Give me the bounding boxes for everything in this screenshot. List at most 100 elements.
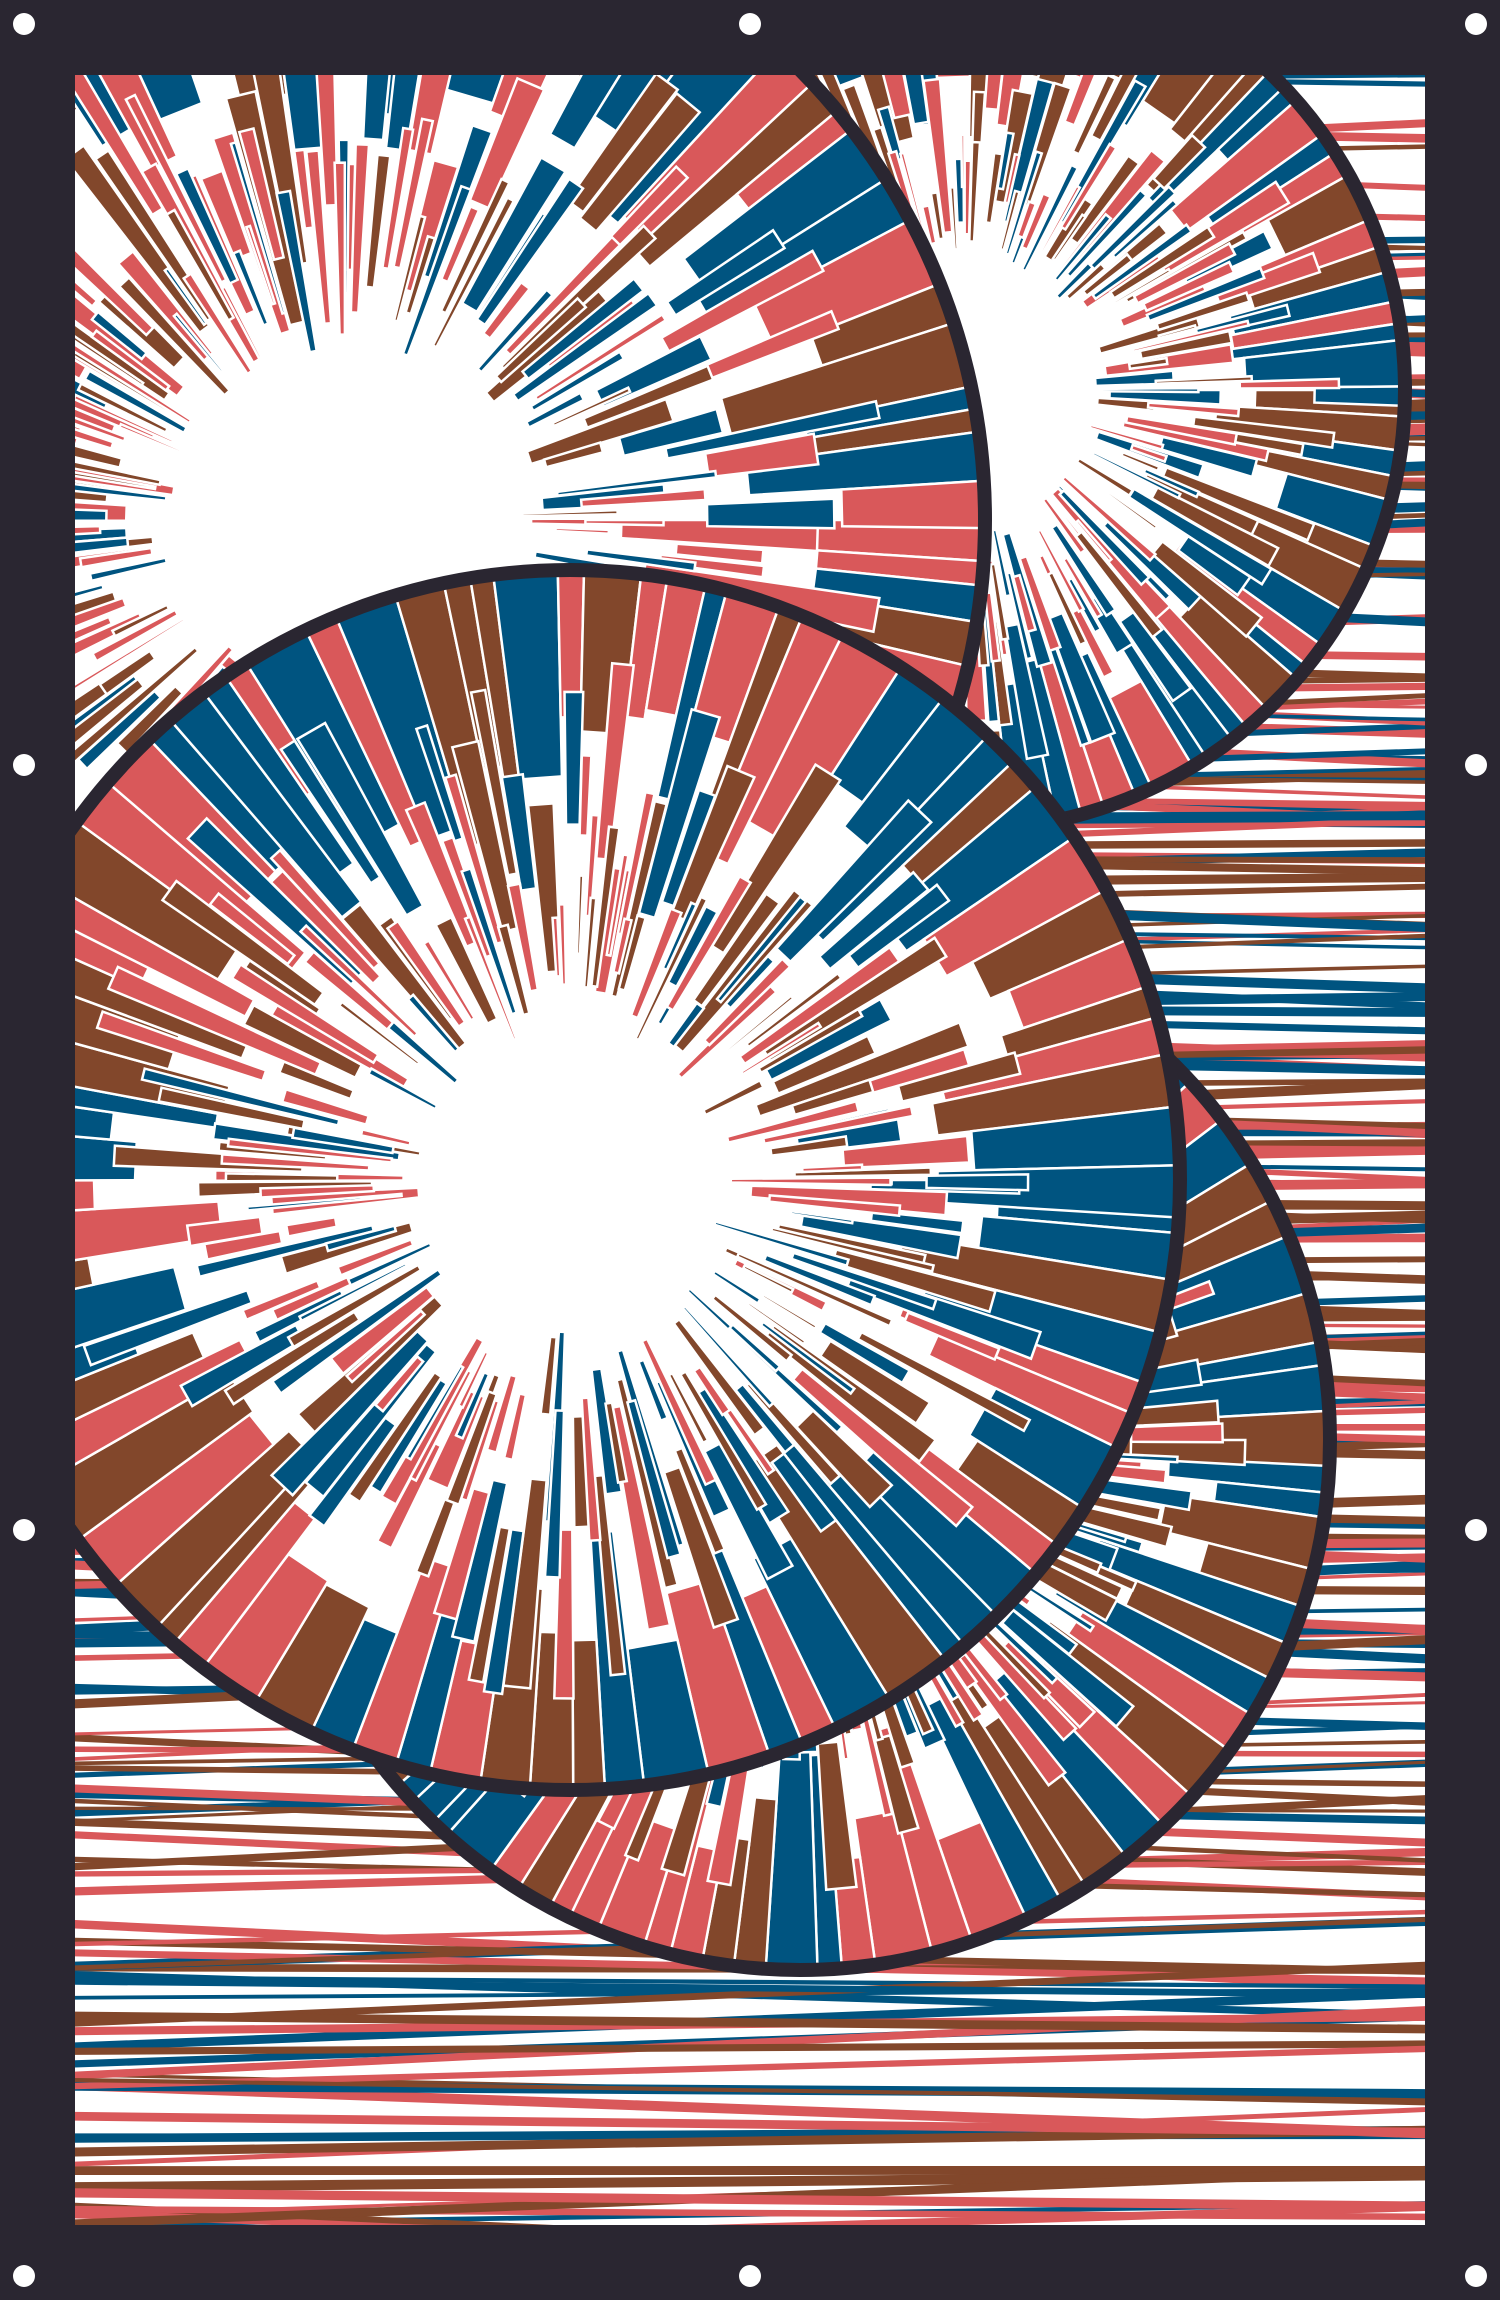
- radial-bar: [450, 1478, 509, 1644]
- radial-bar: [241, 1003, 364, 1080]
- radial-bar: [571, 1638, 608, 1790]
- radial-bar: [75, 215, 155, 337]
- radial-bar: [1051, 212, 1088, 263]
- radial-bar: [623, 570, 673, 721]
- radial-bar: [179, 1323, 306, 1408]
- radial-bar: [667, 1371, 710, 1445]
- radial-bar: [469, 688, 519, 877]
- radial-bar: [575, 874, 585, 956]
- radial-bar: [406, 993, 461, 1054]
- radial-bar: [1089, 75, 1146, 143]
- radial-bar: [75, 274, 89, 381]
- radial-bar: [195, 1223, 376, 1279]
- radial-bar: [340, 902, 468, 1053]
- radial-bar: [174, 166, 240, 286]
- radial-bar: [75, 524, 102, 541]
- radial-bar: [431, 195, 516, 349]
- background-stripe: [75, 2006, 1425, 2080]
- radial-bar: [770, 1451, 838, 1534]
- radial-bar: [707, 762, 843, 955]
- radial-bar: [333, 161, 347, 336]
- radial-bar: [852, 1808, 939, 1970]
- radial-bar: [725, 1099, 861, 1145]
- radial-bar: [1049, 522, 1118, 618]
- radial-bar: [998, 189, 1022, 252]
- radial-bar: [794, 1408, 894, 1509]
- radial-bar: [1213, 251, 1322, 307]
- radial-bar: [1124, 414, 1239, 446]
- radial-bar: [439, 204, 481, 284]
- radial-bar: [324, 1224, 398, 1253]
- mount-hole: [739, 2265, 761, 2287]
- radial-bar: [75, 276, 172, 403]
- mount-hole: [1465, 2265, 1487, 2287]
- radial-bar: [1131, 319, 1251, 354]
- radial-bar: [401, 184, 473, 358]
- radial-bar: [1099, 486, 1159, 531]
- radial-bar: [199, 169, 253, 261]
- radial-bar: [524, 391, 586, 430]
- radial-bar: [1096, 75, 1173, 81]
- radial-bar: [741, 1263, 795, 1295]
- radial-bar: [810, 567, 985, 627]
- radial-bar: [1011, 573, 1038, 634]
- radial-bar: [769, 1226, 936, 1274]
- radial-bar: [1191, 415, 1336, 450]
- radial-bar: [1060, 474, 1158, 563]
- background-stripe: [75, 2011, 1425, 2034]
- radial-bar: [1052, 212, 1113, 283]
- mount-hole: [1465, 13, 1487, 35]
- radial-bar: [269, 848, 382, 971]
- radial-bar: [408, 1368, 474, 1483]
- radial-bar: [511, 291, 659, 403]
- radial-bar: [665, 874, 753, 1013]
- radial-bar: [1111, 267, 1173, 306]
- radial-bar: [361, 75, 400, 142]
- radial-bar: [75, 1265, 188, 1384]
- radial-bar: [550, 386, 632, 428]
- radial-bar: [297, 1261, 409, 1323]
- radial-bar: [637, 707, 722, 920]
- radial-bar: [1057, 488, 1151, 587]
- radial-bar: [503, 235, 622, 357]
- radial-bar: [1064, 261, 1108, 302]
- radial-bar: [443, 75, 568, 105]
- radial-bar: [626, 1638, 715, 1790]
- rosette-hub: [420, 1030, 720, 1330]
- radial-bar: [185, 1215, 264, 1248]
- radial-bar: [286, 1263, 423, 1349]
- radial-bar: [702, 957, 792, 1047]
- radial-bar: [83, 369, 189, 435]
- radial-bar: [172, 312, 225, 374]
- radial-bar: [1127, 356, 1169, 371]
- radial-bar: [481, 280, 532, 341]
- radial-bar: [712, 1219, 851, 1268]
- radial-bar: [715, 894, 808, 1004]
- radial-bar: [539, 1335, 559, 1417]
- radial-bar: [124, 93, 228, 285]
- radial-bar: [439, 177, 512, 315]
- radial-bar: [349, 142, 371, 314]
- radial-bar: [705, 497, 836, 530]
- radial-bar: [335, 1237, 415, 1278]
- radial-bar: [280, 1087, 371, 1127]
- radial-bar: [90, 608, 180, 663]
- radial-bar: [75, 1412, 276, 1602]
- radial-bar: [359, 1127, 413, 1148]
- radial-bar: [1129, 443, 1169, 464]
- radial-bar: [759, 1320, 857, 1396]
- radial-bar: [756, 1007, 864, 1075]
- radial-bar: [75, 1256, 95, 1317]
- radial-bar: [230, 962, 381, 1065]
- background-stripe: [75, 2111, 1425, 2137]
- radial-bar: [475, 177, 585, 327]
- radial-bar: [432, 1486, 491, 1621]
- rosette-outline: [75, 563, 1187, 1797]
- radial-bar: [563, 690, 585, 826]
- radial-bar: [1003, 622, 1050, 761]
- radial-bar: [1099, 386, 1200, 394]
- radial-bar: [259, 1184, 376, 1199]
- radial-bar: [929, 190, 946, 241]
- radial-bar: [98, 649, 158, 697]
